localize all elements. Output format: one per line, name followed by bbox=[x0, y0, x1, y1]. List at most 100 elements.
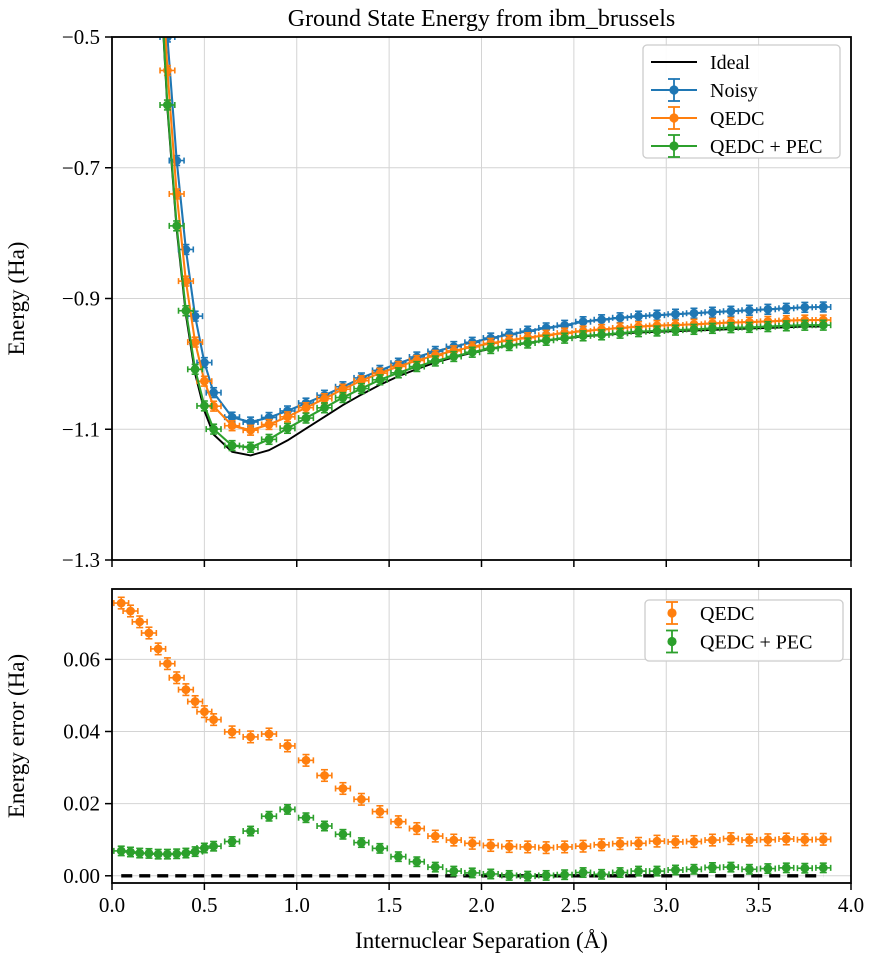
data-point-marker bbox=[634, 311, 643, 321]
data-point-marker bbox=[301, 413, 311, 423]
y-tick-label: 0.00 bbox=[63, 864, 100, 888]
data-point-marker bbox=[745, 305, 754, 315]
x-tick-label: 2.5 bbox=[561, 893, 587, 917]
data-point-marker bbox=[227, 727, 237, 737]
data-point-marker bbox=[153, 644, 163, 654]
data-point-marker bbox=[560, 333, 569, 343]
data-point-marker bbox=[338, 829, 348, 839]
data-point-marker bbox=[264, 811, 274, 821]
legend-label: QEDC + PEC bbox=[700, 632, 812, 654]
axis-ticks: −0.5 −0.7 −0.9 −1.1 −1.3 bbox=[62, 25, 852, 572]
data-point-marker bbox=[357, 384, 366, 393]
data-point-marker bbox=[430, 862, 440, 872]
data-point-marker bbox=[190, 364, 200, 374]
data-points bbox=[116, 805, 828, 881]
data-point-marker bbox=[116, 598, 126, 608]
data-point-marker bbox=[144, 849, 154, 858]
x-tick-label: 1.5 bbox=[376, 893, 402, 917]
data-point-marker bbox=[689, 864, 699, 874]
data-point-marker bbox=[135, 848, 145, 858]
data-point-marker bbox=[504, 842, 514, 851]
data-point-marker bbox=[652, 836, 662, 846]
y-tick-label: −0.7 bbox=[62, 156, 100, 180]
data-point-marker bbox=[781, 321, 791, 331]
data-point-marker bbox=[246, 826, 256, 836]
data-point-marker bbox=[708, 307, 717, 317]
data-point-marker bbox=[163, 659, 172, 669]
data-point-marker bbox=[597, 315, 606, 325]
data-point-marker bbox=[338, 784, 348, 793]
data-point-marker bbox=[301, 755, 311, 765]
legend-label: QEDC + PEC bbox=[710, 136, 822, 158]
data-point-marker bbox=[283, 741, 292, 751]
energy-error-subplot: 0.0 0.5 1.0 1.5 2.0 2.5 3.0 3.5 4.0 0.00 0.02 0.04 0… bbox=[4, 588, 864, 953]
legend-sample-marker bbox=[667, 608, 677, 618]
x-tick-label: 3.5 bbox=[746, 893, 772, 917]
data-point-marker bbox=[200, 843, 209, 853]
data-point-marker bbox=[781, 303, 791, 313]
legend-label: Ideal bbox=[710, 52, 750, 74]
chart-title: Ground State Energy from ibm_brussels bbox=[288, 6, 676, 32]
data-point-marker bbox=[283, 412, 292, 422]
data-point-marker bbox=[708, 835, 717, 845]
data-point-marker bbox=[467, 838, 477, 848]
data-point-marker bbox=[726, 306, 736, 316]
data-point-marker bbox=[504, 341, 514, 350]
data-point-marker bbox=[800, 320, 810, 330]
data-point-marker bbox=[246, 732, 256, 742]
data-point-marker bbox=[689, 308, 699, 318]
y-axis-label: Energy error (Ha) bbox=[4, 654, 29, 818]
data-point-marker bbox=[126, 847, 135, 857]
energy-curve-subplot: −0.5 −0.7 −0.9 −1.1 −1.3 Energy (Ha) Ground St… bbox=[4, 6, 852, 572]
data-point-marker bbox=[597, 330, 606, 340]
data-point-marker bbox=[283, 423, 292, 433]
data-point-marker bbox=[541, 871, 551, 880]
x-tick-label: 4.0 bbox=[838, 893, 864, 917]
data-point-marker bbox=[357, 838, 366, 847]
data-point-marker bbox=[597, 869, 606, 879]
data-points bbox=[163, 100, 828, 452]
legend-entry: Ideal bbox=[651, 52, 750, 74]
legend-box bbox=[642, 44, 841, 159]
data-point-marker bbox=[745, 835, 754, 845]
data-point-marker bbox=[190, 697, 200, 706]
data-point-marker bbox=[745, 864, 754, 874]
data-point-marker bbox=[652, 866, 662, 876]
legend-entry: QEDC bbox=[651, 106, 764, 130]
x-tick-label: 0.0 bbox=[99, 893, 125, 917]
data-point-marker bbox=[412, 857, 422, 867]
data-point-marker bbox=[163, 849, 172, 859]
y-tick-label: 0.02 bbox=[63, 792, 100, 816]
data-point-marker bbox=[200, 376, 209, 386]
data-point-marker bbox=[200, 401, 209, 411]
data-point-marker bbox=[615, 328, 625, 338]
data-point-marker bbox=[818, 302, 828, 312]
data-point-marker bbox=[227, 412, 237, 422]
data-point-marker bbox=[209, 715, 219, 724]
data-point-marker bbox=[708, 324, 717, 333]
data-point-marker bbox=[671, 325, 680, 335]
data-point-marker bbox=[209, 424, 219, 434]
data-point-marker bbox=[523, 871, 533, 881]
data-point-marker bbox=[412, 362, 422, 371]
legend-box bbox=[644, 599, 844, 662]
data-point-marker bbox=[412, 356, 422, 365]
data-point-marker bbox=[504, 871, 514, 880]
data-point-marker bbox=[163, 100, 172, 110]
data-point-marker bbox=[708, 863, 717, 872]
data-point-marker bbox=[338, 384, 348, 394]
data-point-marker bbox=[523, 338, 533, 348]
data-point-marker bbox=[763, 864, 773, 873]
data-point-marker bbox=[172, 673, 182, 683]
data-point-marker bbox=[430, 356, 440, 366]
data-point-marker bbox=[412, 824, 422, 833]
axis-ticks: 0.0 0.5 1.0 1.5 2.0 2.5 3.0 3.5 4.0 0.00 0.02 0.04 0… bbox=[63, 647, 864, 917]
data-point-marker bbox=[652, 326, 662, 336]
legend-entry: QEDC bbox=[666, 601, 754, 625]
data-point-marker bbox=[818, 320, 828, 330]
x-tick-label: 1.0 bbox=[284, 893, 310, 917]
data-point-marker bbox=[671, 837, 680, 847]
data-point-marker bbox=[144, 628, 154, 638]
data-point-marker bbox=[126, 606, 135, 616]
data-point-marker bbox=[560, 870, 569, 880]
